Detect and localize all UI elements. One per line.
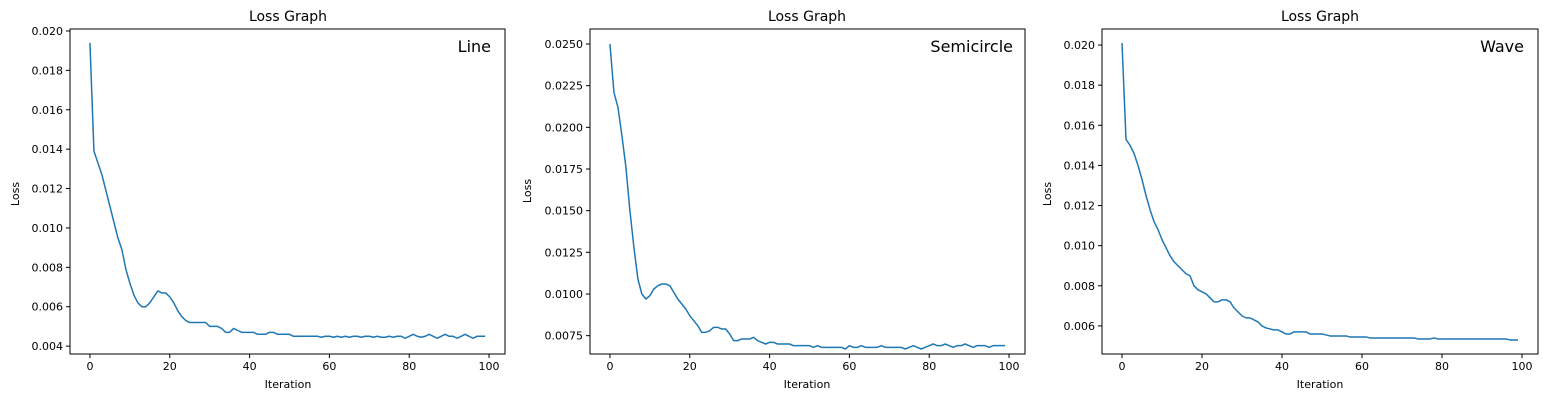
y-axis-label: Loss	[1041, 182, 1054, 206]
y-tick-label: 0.0200	[545, 121, 584, 134]
y-tick-label: 0.0075	[545, 330, 584, 343]
y-tick-label: 0.018	[32, 64, 64, 77]
chart-panel-semicircle: Loss Graph Loss Iteration Semicircle 0 20…	[521, 9, 1026, 391]
x-tick-label: 40	[1275, 360, 1289, 373]
x-tick-label: 100	[999, 360, 1020, 373]
y-tick-label: 0.016	[32, 104, 64, 117]
chart-title: Loss Graph	[249, 9, 327, 25]
y-tick-label: 0.012	[1064, 200, 1096, 213]
x-tick-label: 0	[1119, 360, 1126, 373]
y-axis-label: Loss	[9, 182, 22, 206]
y-tick-label: 0.008	[32, 261, 64, 274]
y-tick-label: 0.016	[1064, 119, 1096, 132]
curve-type-annotation: Line	[458, 37, 491, 56]
y-tick-label: 0.014	[1064, 159, 1096, 172]
y-tick-label: 0.004	[32, 340, 64, 353]
x-axis-label: Iteration	[784, 378, 831, 391]
x-tick-label: 40	[243, 360, 257, 373]
x-tick-label: 100	[1512, 360, 1533, 373]
x-tick-label: 40	[763, 360, 777, 373]
x-tick-label: 20	[163, 360, 177, 373]
plot-frame	[69, 28, 506, 355]
x-tick-label: 60	[1355, 360, 1369, 373]
x-tick-label: 20	[1195, 360, 1209, 373]
chart-title: Loss Graph	[1281, 9, 1359, 25]
x-tick-label: 100	[479, 360, 500, 373]
x-tick-label: 0	[86, 360, 93, 373]
chart-title: Loss Graph	[768, 9, 846, 25]
x-tick-label: 60	[322, 360, 336, 373]
y-tick-label: 0.014	[32, 143, 64, 156]
x-axis-label: Iteration	[265, 378, 312, 391]
plot-frame	[1101, 28, 1539, 355]
y-tick-label: 0.010	[32, 222, 64, 235]
y-axis-label: Loss	[521, 179, 534, 203]
y-tick-label: 0.006	[1064, 320, 1096, 333]
loss-curve-line	[89, 42, 486, 339]
y-tick-label: 0.008	[1064, 280, 1096, 293]
y-tick-label: 0.012	[32, 183, 64, 196]
curve-type-annotation: Wave	[1480, 37, 1524, 56]
x-tick-label: 80	[402, 360, 416, 373]
chart-panel-line: Loss Graph Loss Iteration Line 0 20 40 60 80…	[9, 9, 506, 391]
y-tick-label: 0.0150	[545, 205, 584, 218]
y-tick-label: 0.0250	[545, 38, 584, 51]
y-tick-label: 0.010	[1064, 240, 1096, 253]
x-axis-label: Iteration	[1297, 378, 1344, 391]
y-tick-label: 0.020	[1064, 39, 1096, 52]
y-tick-label: 0.0225	[545, 80, 584, 93]
y-tick-label: 0.0100	[545, 288, 584, 301]
curve-type-annotation: Semicircle	[930, 37, 1013, 56]
y-tick-label: 0.0125	[545, 246, 584, 259]
tick-group: 0 20 40 60 80 100 0.004 0.006 0.008 0.010 0.012 0.0…	[32, 25, 500, 373]
x-tick-label: 80	[1435, 360, 1449, 373]
x-tick-label: 80	[922, 360, 936, 373]
tick-group: 0 20 40 60 80 100 0.0075 0.0100 0.0125 0.0150 0.01…	[545, 38, 1020, 373]
x-tick-label: 0	[606, 360, 613, 373]
plot-frame	[589, 28, 1026, 355]
tick-group: 0 20 40 60 80 100 0.006 0.008 0.010 0.012 0.014 0.0…	[1064, 39, 1533, 373]
chart-panel-wave: Loss Graph Loss Iteration Wave 0 20 40 60 80…	[1041, 9, 1539, 391]
y-tick-label: 0.020	[32, 25, 64, 38]
y-tick-label: 0.006	[32, 301, 64, 314]
y-tick-label: 0.018	[1064, 79, 1096, 92]
y-tick-label: 0.0175	[545, 163, 584, 176]
x-tick-label: 60	[842, 360, 856, 373]
loss-curve-line	[609, 43, 1006, 350]
x-tick-label: 20	[683, 360, 697, 373]
loss-curve-line	[1121, 43, 1518, 341]
